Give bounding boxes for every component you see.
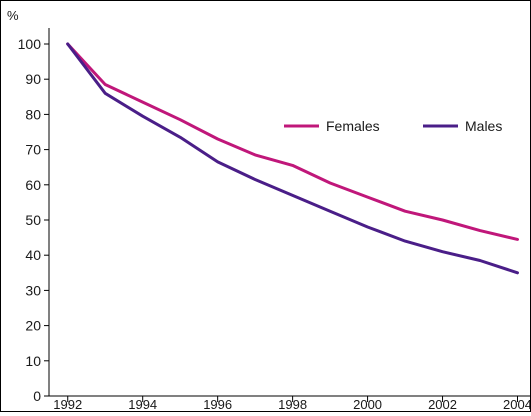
y-tick-label: 90 [25, 71, 41, 87]
x-tick-label: 1996 [203, 397, 232, 411]
axes [49, 28, 530, 396]
x-tick-label: 2004 [503, 397, 530, 411]
legend-label-females: Females [326, 118, 380, 134]
y-unit-label: % [7, 8, 19, 23]
series-layer [68, 44, 518, 273]
x-tick-label: 1992 [53, 397, 82, 411]
x-axis-ticks: 1992 1994 1996 1998 2000 2002 2004 [53, 396, 530, 411]
y-tick-label: 70 [25, 142, 41, 158]
series-line-males [68, 44, 518, 273]
y-tick-label: 80 [25, 106, 41, 122]
y-axis-ticks: 0 10 20 30 40 50 60 70 80 90 100 [18, 36, 49, 404]
y-tick-label: 10 [25, 353, 41, 369]
y-tick-label: 60 [25, 177, 41, 193]
series-line-females [68, 44, 518, 239]
x-tick-label: 2002 [428, 397, 457, 411]
y-tick-label: 30 [25, 282, 41, 298]
y-tick-label: 50 [25, 212, 41, 228]
legend: Females Males [284, 118, 502, 134]
x-tick-label: 1998 [278, 397, 307, 411]
y-tick-label: 40 [25, 247, 41, 263]
x-tick-label: 2000 [353, 397, 382, 411]
y-tick-label: 100 [18, 36, 42, 52]
y-tick-label: 20 [25, 318, 41, 334]
legend-label-males: Males [465, 118, 502, 134]
y-tick-label: 0 [33, 388, 41, 404]
x-tick-label: 1994 [128, 397, 157, 411]
